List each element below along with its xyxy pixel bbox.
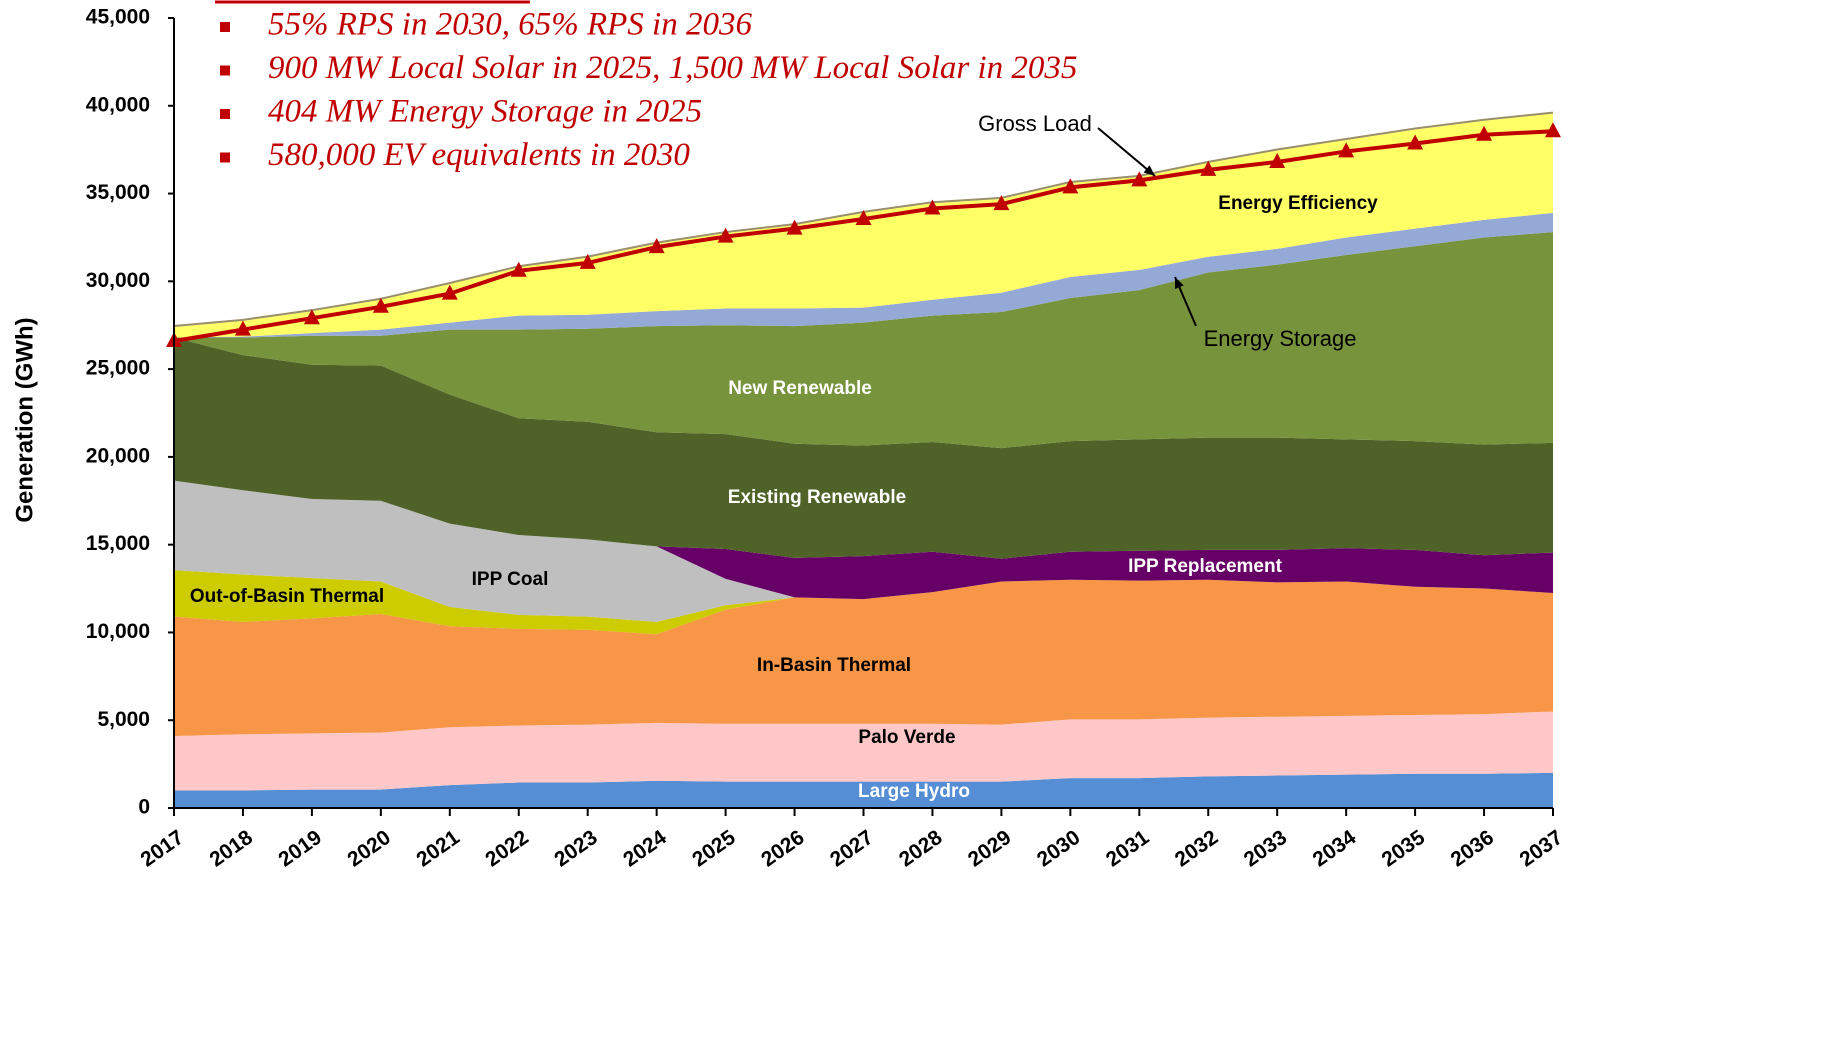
marker [855,210,872,226]
marker [1131,171,1148,187]
x-tick-label: 2034 [1309,826,1361,872]
x-tick-label: 2037 [1516,826,1567,872]
x-tick-label: 2029 [964,826,1015,872]
marker [717,227,734,243]
marker [1407,134,1424,150]
marker [993,195,1010,211]
marker [786,219,803,235]
arrow [1097,127,1156,177]
y-tick-label: 0 [138,796,150,819]
area [174,711,1553,791]
x-tick-label: 2031 [1102,826,1154,872]
marker [1476,125,1493,141]
x-tick-label: 2020 [343,826,394,872]
y-tick-label: 35,000 [86,181,150,204]
marker [1269,152,1286,168]
area [174,579,1553,737]
x-tick-label: 2019 [274,826,325,872]
x-tick-label: 2024 [619,826,671,872]
x-tick-label: 2026 [757,826,808,872]
marker [1545,122,1561,138]
marker [303,309,320,325]
x-tick-label: 2021 [412,826,464,872]
x-tick-label: 2017 [137,826,188,872]
area [174,772,1553,808]
area [174,570,1553,635]
arrow-head [1175,277,1184,289]
marker [1062,178,1079,194]
marker [648,238,665,254]
series-label: IPP Replacement [1128,556,1283,577]
y-tick-label: 15,000 [86,532,150,555]
series-label: Energy Efficiency [1218,193,1378,214]
y-tick-label: 20,000 [86,444,150,467]
y-tick-label: 10,000 [86,620,150,643]
marker [924,199,941,215]
arrow-head [1143,165,1155,176]
marker [234,320,251,336]
series-label: New Renewable [728,378,872,399]
series-label: Large Hydro [858,781,970,802]
x-tick-label: 2022 [481,826,532,872]
x-tick-label: 2030 [1033,826,1084,872]
marker [510,261,527,277]
marker [1338,142,1355,158]
area [174,480,1553,600]
series-label: IPP Coal [472,569,549,590]
annotation: 55% RPS in 2030, 65% RPS in 2036 [268,7,752,43]
x-tick-label: 2036 [1447,826,1498,872]
series-label: Gross Load [978,111,1092,136]
x-tick-label: 2028 [895,826,947,872]
annotation: 580,000 EV equivalents in 2030 [268,137,690,173]
bullet [220,65,230,76]
x-tick-label: 2035 [1378,826,1430,872]
bullet [220,22,230,32]
marker [441,284,458,300]
area [174,480,1553,622]
x-tick-label: 2025 [688,826,740,872]
area [174,232,1553,449]
area [174,337,1553,559]
y-tick-label: 5,000 [97,708,150,731]
annotation: 900 MW Local Solar in 2025, 1,500 MW Loc… [268,50,1077,86]
y-tick-label: 25,000 [86,357,150,380]
y-tick-label: 40,000 [86,93,150,116]
series-label: Palo Verde [858,727,955,748]
x-tick-label: 2032 [1171,826,1222,872]
x-tick-label: 2033 [1240,826,1291,872]
plot-area [166,111,1561,808]
x-tick-label: 2018 [206,826,258,872]
y-tick-label: 45,000 [86,6,150,29]
marker [1200,160,1217,176]
bullet [220,109,230,119]
x-tick-label: 2027 [826,826,877,872]
marker [579,253,596,269]
y-tick-label: 30,000 [86,269,150,292]
area [174,212,1553,338]
series-label: Energy Storage [1204,326,1357,351]
y-axis-label: Generation (GWh) [11,317,38,522]
series-label: In-Basin Thermal [757,655,911,676]
series-label: Out-of-Basin Thermal [190,586,384,607]
series-label: Existing Renewable [728,487,906,508]
bullet [220,152,230,163]
annotation: 404 MW Energy Storage in 2025 [268,94,702,130]
x-tick-label: 2023 [550,826,601,872]
marker [372,297,389,313]
